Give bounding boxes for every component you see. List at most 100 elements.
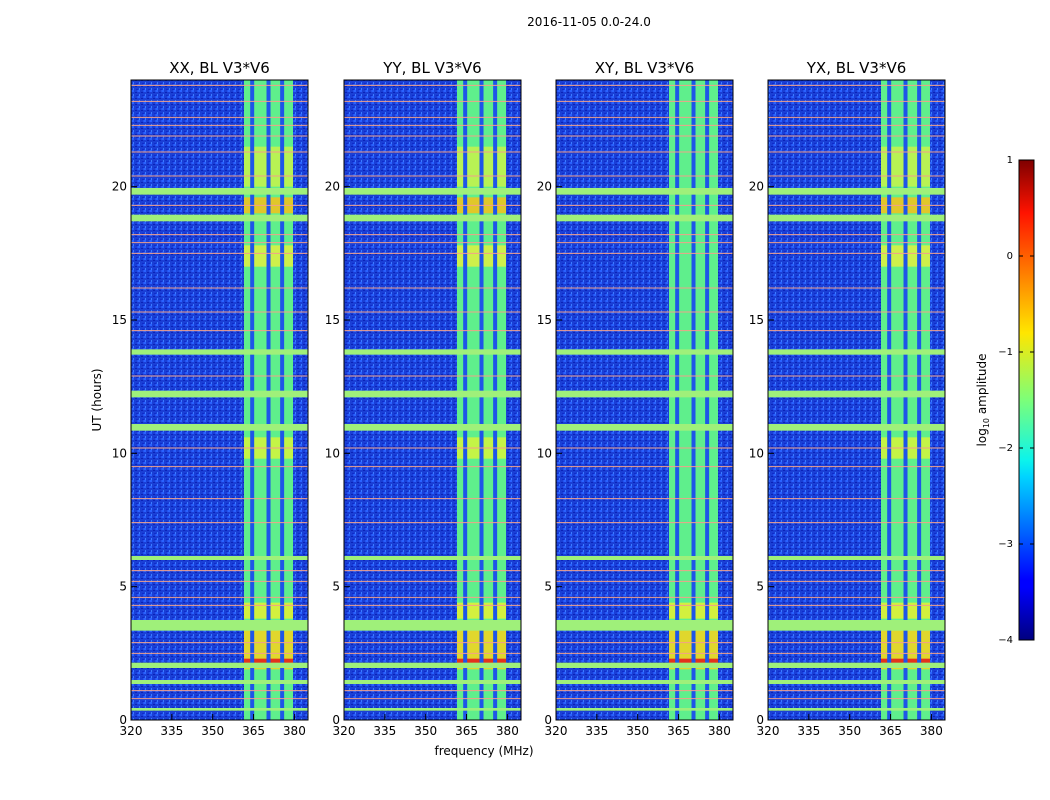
rfi-band [556,349,733,355]
colorbar-tick-label: −2 [998,443,1013,454]
y-tick-label: 15 [749,313,764,327]
rfi-band [344,390,521,398]
rfi-band [131,349,308,355]
panel-title: XY, BL V3*V6 [595,59,695,77]
colorbar-label: log10 amplitude [975,354,991,447]
y-tick-label: 0 [756,713,764,727]
axes-frame [555,79,734,721]
panel-title: YX, BL V3*V6 [806,59,907,77]
y-tick-label: 20 [537,180,552,194]
rfi-band [556,680,733,684]
rfi-band [131,662,308,668]
x-tick-label: 320 [333,724,356,738]
axes-frame [767,79,946,721]
y-tick-label: 15 [537,313,552,327]
x-tick-label: 365 [455,724,478,738]
rfi-band [131,620,308,631]
channel-gap [675,80,680,720]
y-tick-label: 20 [325,180,340,194]
y-axis-label: UT (hours) [90,368,104,431]
y-tick-label: 20 [749,180,764,194]
rfi-band [344,349,521,355]
y-tick-label: 20 [112,180,127,194]
y-tick-label: 10 [112,446,127,460]
y-tick-label: 5 [756,580,764,594]
x-tick-label: 335 [160,724,183,738]
rfi-band [768,620,945,631]
x-tick-label: 320 [545,724,568,738]
rfi-band [556,662,733,668]
x-tick-label: 380 [708,724,731,738]
y-tick-label: 5 [544,580,552,594]
colorbar-gradient [1018,159,1035,641]
colorbar-tick-label: 1 [1007,155,1013,166]
x-tick-label: 335 [585,724,608,738]
x-tick-label: 350 [626,724,649,738]
rfi-band [556,708,733,711]
rfi-band [768,662,945,668]
rfi-band [344,188,521,195]
rfi-band [131,390,308,398]
x-tick-label: 365 [667,724,690,738]
colorbar: −4 −3 −2 −1 0 1 log10 amplitude [975,155,1035,646]
channel-gap [479,80,484,720]
rfi-band [131,680,308,684]
channel-gap [280,80,285,720]
channel-gap [887,80,892,720]
x-tick-label: 335 [797,724,820,738]
rfi-band [768,188,945,195]
y-tick-label: 5 [119,580,127,594]
y-tick-label: 15 [112,313,127,327]
x-tick-label: 335 [373,724,396,738]
x-tick-label: 350 [838,724,861,738]
colorbar-tick-label: 0 [1007,251,1013,262]
rfi-band [131,188,308,195]
channel-gap [266,80,271,720]
y-tick-label: 5 [332,580,340,594]
rfi-band [344,680,521,684]
rfi-band [344,214,521,222]
rfi-band [344,556,521,560]
x-tick-label: 320 [757,724,780,738]
x-tick-label: 320 [120,724,143,738]
x-tick-label: 365 [242,724,265,738]
rfi-band [344,620,521,631]
x-tick-label: 380 [496,724,519,738]
panel-title: XX, BL V3*V6 [169,59,270,77]
rfi-band [768,349,945,355]
panel-title: YY, BL V3*V6 [382,59,481,77]
channel-gap [705,80,710,720]
x-axis-label: frequency (MHz) [434,744,533,758]
panel-yx: YX, BL V3*V6 320 335 350 365 380 0 5 10 15 20 [749,59,946,738]
rfi-band [556,424,733,431]
y-tick-label: 15 [325,313,340,327]
colorbar-tick-label: −4 [998,635,1013,646]
rfi-band [556,214,733,222]
y-tick-label: 0 [332,713,340,727]
x-tick-label: 350 [201,724,224,738]
y-tick-label: 0 [119,713,127,727]
rfi-band [768,214,945,222]
rfi-band [768,424,945,431]
rfi-band [556,390,733,398]
x-tick-label: 365 [879,724,902,738]
y-tick-label: 10 [325,446,340,460]
x-tick-label: 350 [414,724,437,738]
rfi-band [344,708,521,711]
panel-xy: XY, BL V3*V6 320 335 350 365 380 0 5 10 15 20 [537,59,734,738]
rfi-band [131,214,308,222]
colorbar-tick-label: −1 [998,347,1013,358]
channel-gap [903,80,908,720]
rfi-band [131,708,308,711]
rfi-band [768,390,945,398]
panel-yy: YY, BL V3*V6 320 335 350 365 380 0 5 10 15 20 [325,59,522,738]
channel-gap [917,80,922,720]
rfi-band [344,424,521,431]
rfi-band [556,188,733,195]
rfi-band [768,680,945,684]
rfi-band [768,556,945,560]
channel-gap [493,80,498,720]
figure-suptitle: 2016-11-05 0.0-24.0 [527,15,651,29]
channel-gap [250,80,255,720]
